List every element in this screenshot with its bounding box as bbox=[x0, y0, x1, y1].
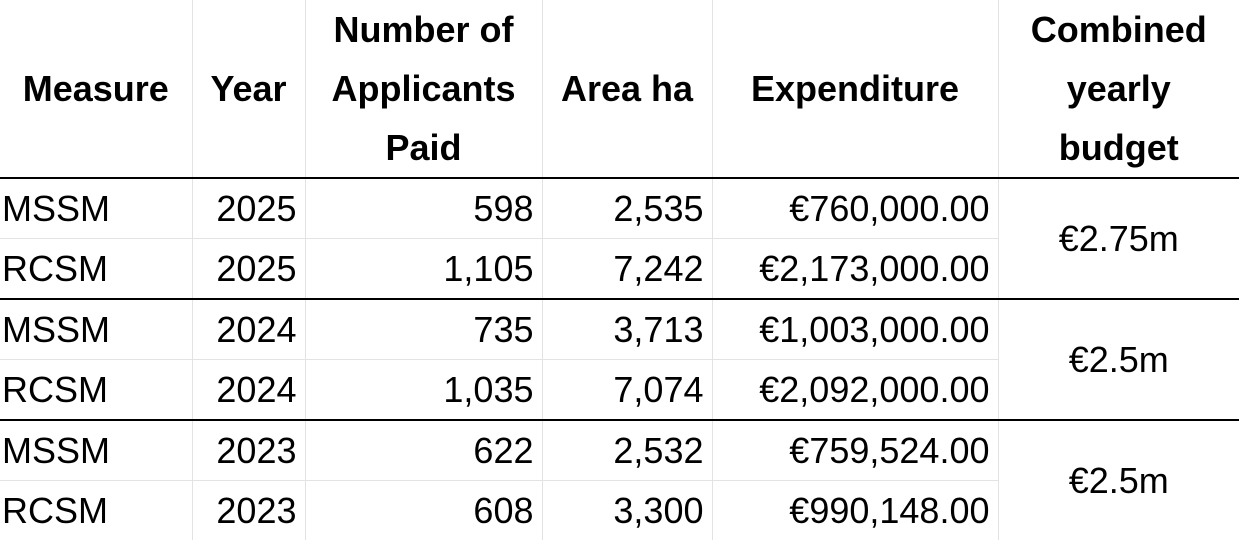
table-cell: 2025 bbox=[192, 178, 305, 239]
table-cell: 608 bbox=[305, 481, 542, 540]
table-cell: MSSM bbox=[0, 299, 192, 360]
table-cell: €2,173,000.00 bbox=[712, 239, 998, 300]
table-cell: 2024 bbox=[192, 299, 305, 360]
table-cell: 2023 bbox=[192, 481, 305, 540]
table-cell: 3,300 bbox=[542, 481, 712, 540]
header-cell: Measure bbox=[0, 0, 192, 178]
header-cell: Expenditure bbox=[712, 0, 998, 178]
table-cell: RCSM bbox=[0, 481, 192, 540]
table-header: Measure Year Number of Applicants Paid A… bbox=[0, 0, 1239, 178]
header-row: Measure Year Number of Applicants Paid A… bbox=[0, 0, 1239, 178]
table-cell: 1,035 bbox=[305, 360, 542, 421]
budget-cell: €2.5m bbox=[998, 420, 1239, 540]
table-cell: €759,524.00 bbox=[712, 420, 998, 481]
table-cell: 598 bbox=[305, 178, 542, 239]
table-cell: €2,092,000.00 bbox=[712, 360, 998, 421]
header-cell: Combined yearly budget bbox=[998, 0, 1239, 178]
table-cell: 7,074 bbox=[542, 360, 712, 421]
budget-cell: €2.75m bbox=[998, 178, 1239, 299]
table-cell: 3,713 bbox=[542, 299, 712, 360]
header-cell: Year bbox=[192, 0, 305, 178]
table-cell: 735 bbox=[305, 299, 542, 360]
table-cell: €990,148.00 bbox=[712, 481, 998, 540]
table-cell: 2,532 bbox=[542, 420, 712, 481]
table-cell: RCSM bbox=[0, 239, 192, 300]
table-cell: 622 bbox=[305, 420, 542, 481]
table-cell: 2025 bbox=[192, 239, 305, 300]
header-cell: Area ha bbox=[542, 0, 712, 178]
table-cell: 2,535 bbox=[542, 178, 712, 239]
table-cell: MSSM bbox=[0, 178, 192, 239]
table-cell: 7,242 bbox=[542, 239, 712, 300]
budget-cell: €2.5m bbox=[998, 299, 1239, 420]
table-cell: MSSM bbox=[0, 420, 192, 481]
table-cell: €760,000.00 bbox=[712, 178, 998, 239]
table-cell: €1,003,000.00 bbox=[712, 299, 998, 360]
table-cell: 1,105 bbox=[305, 239, 542, 300]
table-cell: 2023 bbox=[192, 420, 305, 481]
header-cell: Number of Applicants Paid bbox=[305, 0, 542, 178]
table-cell: RCSM bbox=[0, 360, 192, 421]
table-cell: 2024 bbox=[192, 360, 305, 421]
